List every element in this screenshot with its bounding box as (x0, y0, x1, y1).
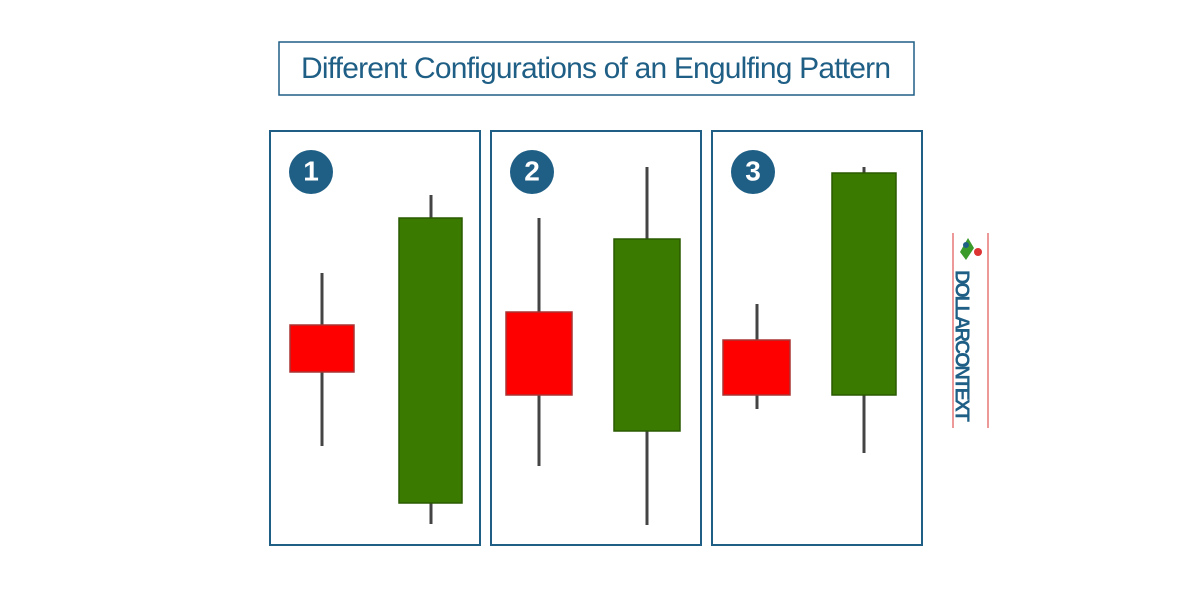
panel-2: 2 (490, 130, 702, 546)
panel-frame (711, 130, 923, 546)
panel-number: 2 (524, 155, 540, 186)
bullish-candle (398, 217, 463, 504)
brand-icon (960, 238, 974, 260)
badge (510, 150, 554, 194)
brand-logo: DOLLARCONTEXT (951, 233, 989, 428)
badge (731, 150, 775, 194)
brand-icon (963, 242, 969, 248)
brand-icon (974, 248, 982, 256)
bearish-candle (289, 324, 355, 373)
title-box (278, 41, 915, 96)
brand-name: DOLLARCONTEXT (951, 270, 973, 422)
bearish-candle (505, 311, 573, 396)
bullish-candle (613, 238, 681, 432)
bearish-candle (722, 339, 791, 396)
panel-1: 1 (269, 130, 481, 546)
panel-number: 1 (303, 155, 319, 186)
title: Different Configurations of an Engulfing… (301, 52, 891, 85)
bullish-candle (831, 172, 897, 396)
panel-3: 3 (711, 130, 923, 546)
panel-number: 3 (745, 155, 761, 186)
panel-frame (269, 130, 481, 546)
panel-frame (490, 130, 702, 546)
badge (289, 150, 333, 194)
